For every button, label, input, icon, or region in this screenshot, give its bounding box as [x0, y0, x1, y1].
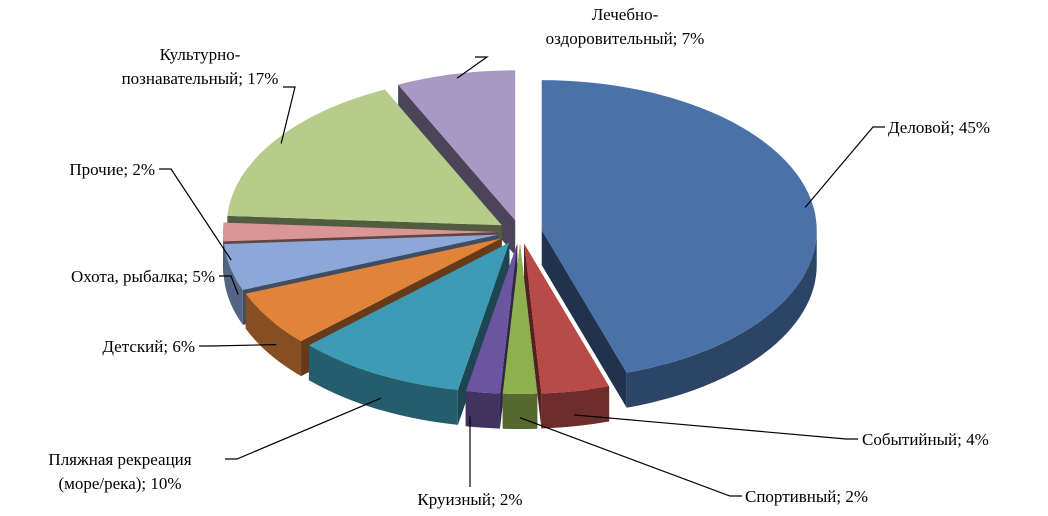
data-label: Охота, рыбалка; 5%: [71, 267, 215, 286]
data-label-line: (море/река); 10%: [58, 474, 181, 493]
data-label: Лечебно-оздоровительный; 7%: [546, 5, 705, 48]
data-label-line: Охота, рыбалка; 5%: [71, 267, 215, 286]
data-label: Пляжная рекреация (море/река); 10%: [48, 450, 191, 493]
leader-line: [280, 86, 296, 144]
slice: [308, 242, 510, 390]
slice-group: [465, 243, 518, 429]
data-label: Круизный; 2%: [417, 490, 522, 509]
slice-side: [308, 345, 458, 425]
slice-wall: [524, 243, 542, 429]
slice-side: [626, 230, 817, 408]
leader-line: [804, 126, 885, 208]
slice-side: [502, 393, 538, 429]
slice-group: [524, 243, 610, 429]
data-label-line: познавательный; 17%: [122, 69, 279, 88]
slice-side: [541, 386, 610, 429]
slice: [222, 222, 498, 242]
data-label-line: Лечебно-: [592, 5, 659, 24]
slice-group: [502, 244, 538, 429]
leader-line: [199, 344, 277, 347]
data-label-line: Прочие; 2%: [69, 160, 155, 179]
data-label-line: Деловой; 45%: [888, 118, 990, 137]
slice-side: [224, 244, 243, 325]
data-label-line: Культурно-: [160, 45, 241, 64]
slice-side: [223, 232, 224, 277]
leader-line: [225, 397, 382, 460]
data-label: Прочие; 2%: [69, 160, 155, 179]
slice: [524, 243, 610, 394]
slice: [224, 234, 499, 290]
data-label-line: Событийный; 4%: [862, 430, 989, 449]
data-label: Спортивный; 2%: [745, 487, 868, 506]
slice: [502, 244, 538, 394]
leader-line: [219, 275, 239, 295]
slice: [227, 89, 502, 226]
leader-line: [574, 414, 858, 440]
slice: [465, 243, 518, 394]
data-label-line: Круизный; 2%: [417, 490, 522, 509]
leader-line: [519, 417, 742, 497]
data-label: Событийный; 4%: [862, 430, 989, 449]
slice-side: [245, 293, 301, 377]
data-label: Культурно-познавательный; 17%: [122, 45, 279, 88]
leader-line: [456, 56, 489, 79]
data-label-line: Пляжная рекреация: [48, 450, 191, 469]
data-label-line: оздоровительный; 7%: [546, 29, 705, 48]
data-label: Деловой; 45%: [888, 118, 990, 137]
slice: [541, 80, 817, 373]
slice: [398, 70, 516, 221]
leader-line: [159, 168, 232, 261]
slice: [245, 238, 502, 342]
data-label: Детский; 6%: [102, 337, 195, 356]
slice-group: [541, 80, 817, 408]
data-label-line: Спортивный; 2%: [745, 487, 868, 506]
slice-wall: [541, 230, 627, 408]
slice-side: [465, 391, 500, 429]
data-label-line: Детский; 6%: [102, 337, 195, 356]
